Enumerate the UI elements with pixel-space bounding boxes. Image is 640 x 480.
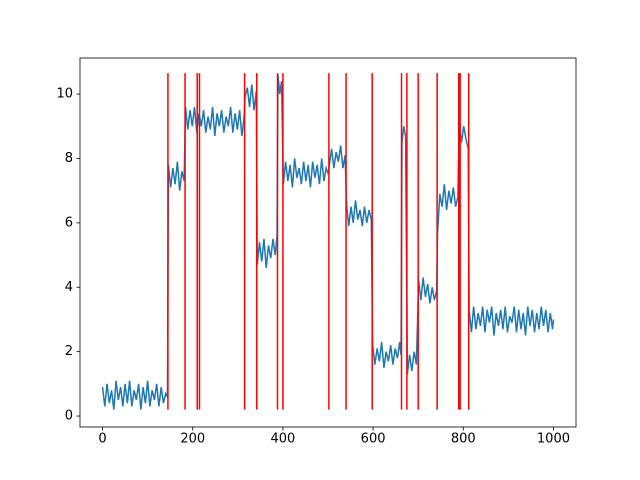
y-tick-label: 2: [65, 344, 73, 359]
y-tick-label: 8: [65, 151, 73, 166]
data-line: [101, 74, 555, 410]
x-tick-label: 600: [361, 432, 386, 447]
y-tick-label: 6: [65, 215, 73, 230]
x-tick-label: 200: [180, 432, 205, 447]
y-tick-label: 4: [65, 280, 73, 295]
y-tick-label: 0: [65, 409, 73, 424]
x-tick-label: 800: [451, 432, 476, 447]
plot-frame: [79, 57, 577, 428]
y-tick-label: 10: [56, 87, 73, 102]
x-tick-label: 0: [98, 432, 106, 447]
x-tick-label: 400: [270, 432, 295, 447]
x-tick-label: 1000: [537, 432, 570, 447]
